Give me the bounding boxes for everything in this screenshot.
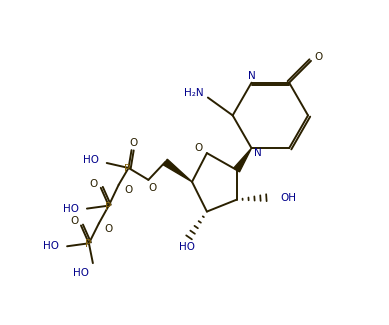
- Text: O: O: [315, 52, 323, 62]
- Text: HO: HO: [43, 241, 59, 251]
- Text: HO: HO: [73, 268, 89, 278]
- Text: O: O: [90, 179, 98, 189]
- Text: HO: HO: [179, 242, 195, 252]
- Polygon shape: [234, 148, 252, 172]
- Text: HO: HO: [63, 203, 79, 214]
- Text: O: O: [130, 138, 138, 148]
- Text: H₂N: H₂N: [184, 88, 204, 97]
- Text: HO: HO: [83, 155, 99, 165]
- Text: O: O: [105, 225, 113, 234]
- Text: O: O: [70, 216, 78, 227]
- Text: P: P: [85, 239, 91, 249]
- Text: P: P: [124, 164, 131, 174]
- Text: P: P: [105, 202, 111, 212]
- Text: N: N: [254, 148, 261, 158]
- Polygon shape: [163, 159, 192, 182]
- Text: OH: OH: [280, 193, 296, 203]
- Text: O: O: [124, 185, 133, 195]
- Text: O: O: [148, 183, 156, 193]
- Text: N: N: [248, 71, 256, 81]
- Text: O: O: [195, 143, 203, 153]
